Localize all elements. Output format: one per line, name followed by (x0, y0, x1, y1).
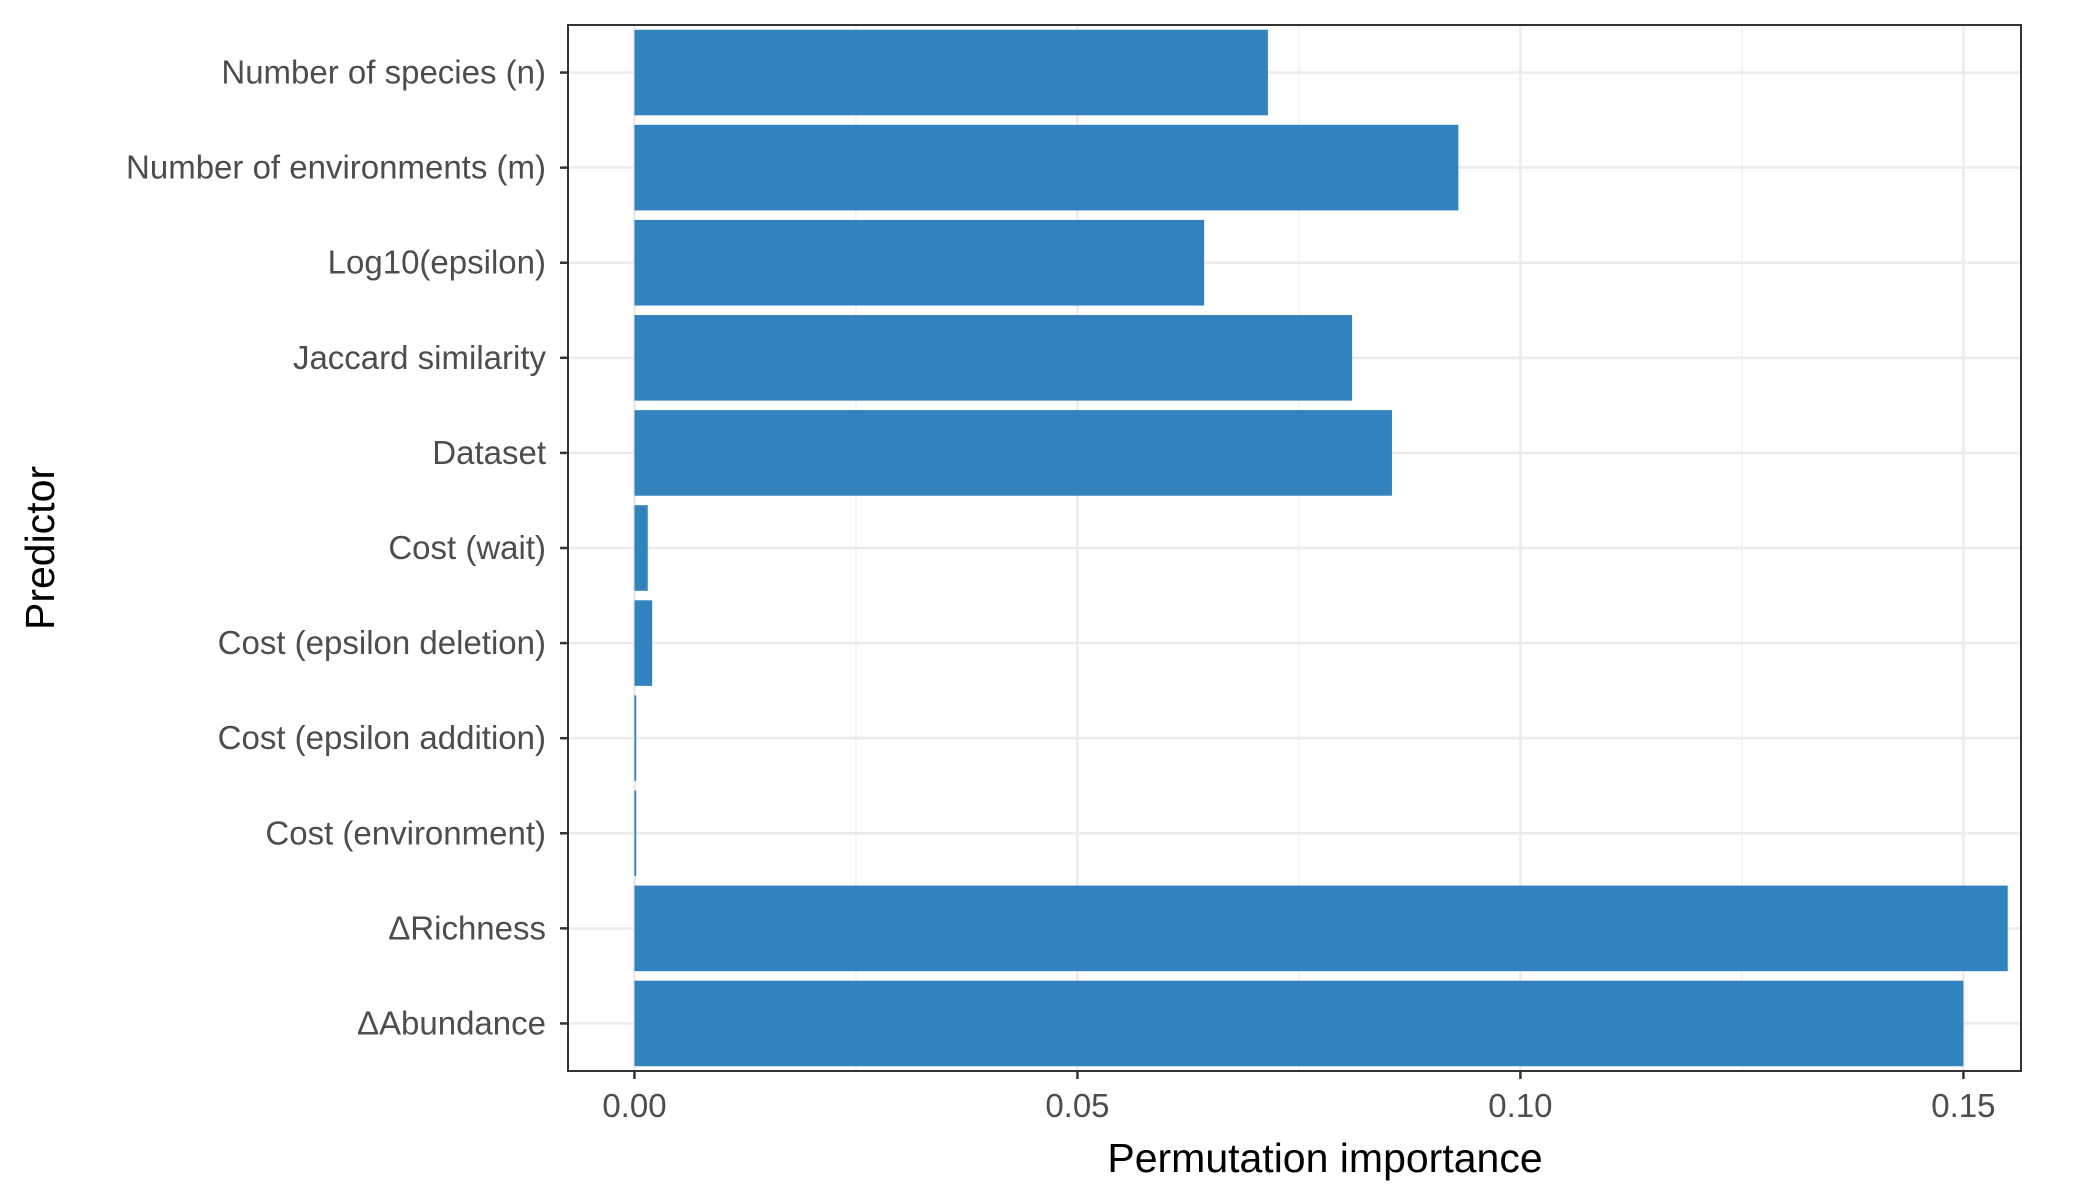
bar (634, 315, 1353, 401)
x-tick-label: 0.05 (1045, 1087, 1109, 1124)
bar (634, 29, 1268, 116)
bar (634, 980, 1964, 1067)
y-tick-label: Cost (epsilon addition) (218, 719, 546, 756)
x-axis: 0.00 0.05 0.10 0.15 (602, 1071, 1996, 1124)
x-tick-label: 0.10 (1488, 1087, 1552, 1124)
y-tick-label: Number of species (n) (221, 54, 546, 91)
bar (634, 695, 637, 781)
y-tick-label: ΔRichness (388, 909, 546, 946)
y-tick-label: Number of environments (m) (126, 149, 546, 186)
bar (634, 885, 2008, 972)
bar (634, 505, 648, 591)
bar (634, 124, 1459, 211)
bar (634, 790, 637, 877)
x-tick-label: 0.15 (1931, 1087, 1995, 1124)
y-tick-label: Jaccard similarity (293, 339, 547, 376)
x-tick-label: 0.00 (602, 1087, 666, 1124)
y-axis-title: Predictor (17, 466, 63, 630)
y-tick-label: Cost (environment) (265, 814, 546, 851)
y-tick-label: Dataset (432, 434, 546, 471)
y-tick-label: Log10(epsilon) (328, 244, 546, 281)
bar (634, 600, 653, 686)
x-axis-title: Permutation importance (1107, 1135, 1542, 1181)
y-tick-label: Cost (epsilon deletion) (218, 624, 546, 661)
bars (634, 29, 2008, 1067)
y-tick-label: ΔAbundance (357, 1004, 546, 1041)
bar (634, 410, 1392, 496)
bar (634, 219, 1205, 306)
y-axis: Number of species (n) Number of environme… (126, 54, 568, 1041)
y-tick-label: Cost (wait) (388, 529, 546, 566)
